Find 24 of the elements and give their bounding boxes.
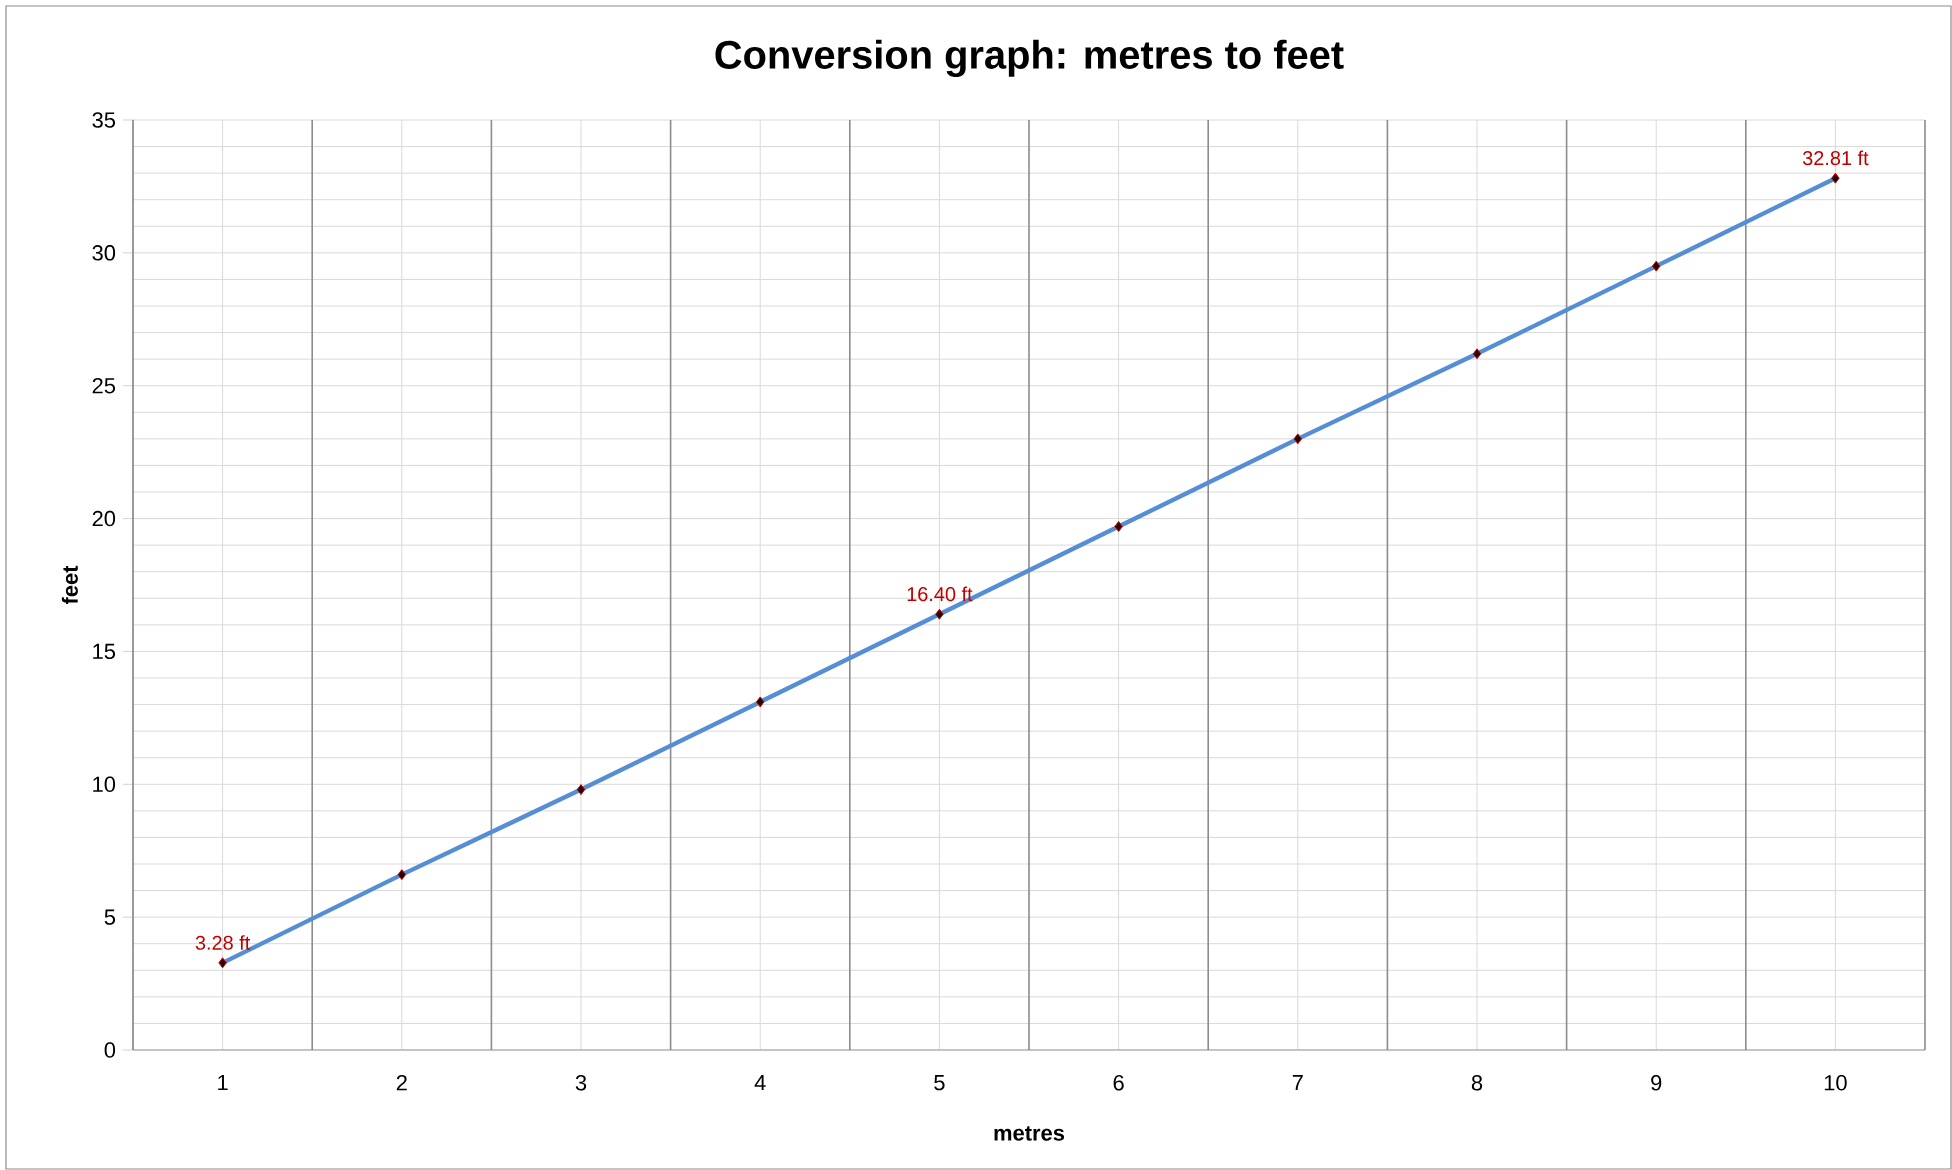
y-tick-label: 10: [93, 776, 116, 793]
x-tick-label: 6: [1113, 1075, 1124, 1091]
y-tick-label: 20: [92, 510, 116, 527]
y-tick-label: 25: [92, 377, 116, 394]
chart-title: Conversion graph: metres to feet: [715, 39, 1344, 77]
x-tick-label: 2: [396, 1075, 407, 1091]
x-axis-title: metres: [994, 1126, 1065, 1141]
data-label: 32.81 ft: [1802, 150, 1869, 166]
y-tick-label: 0: [104, 1042, 116, 1058]
y-tick-label: 35: [92, 112, 116, 128]
y-tick-label: 15: [93, 643, 116, 660]
y-tick-label: 30: [92, 245, 116, 261]
x-tick-label: 9: [1651, 1075, 1662, 1091]
x-tick-label: 1: [218, 1075, 228, 1091]
data-label: 3.28 ft: [195, 935, 251, 950]
y-axis-title: feet: [61, 565, 78, 605]
x-tick-label: 3: [575, 1075, 587, 1091]
data-label: 16.40 ft: [907, 586, 973, 602]
x-tick-label: 4: [754, 1075, 766, 1091]
x-tick-label: 8: [1471, 1075, 1483, 1091]
y-tick-label: 5: [104, 909, 116, 925]
x-tick-label: 5: [934, 1075, 945, 1091]
x-tick-label: 7: [1292, 1075, 1303, 1091]
x-tick-label: 10: [1824, 1075, 1847, 1091]
